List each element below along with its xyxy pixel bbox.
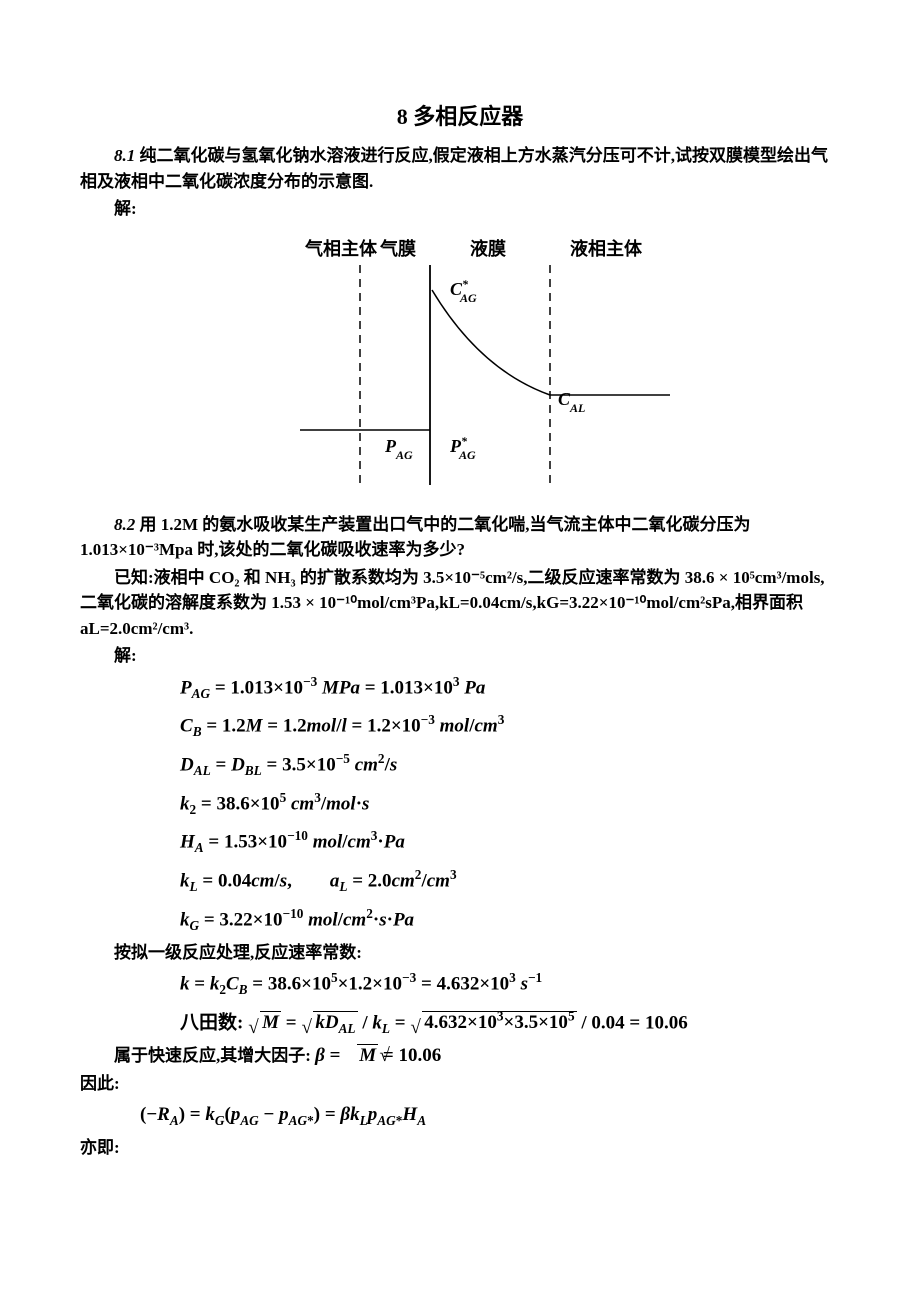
equations-block: PAG = 1.013×10−3 MPa = 1.013×103 Pa CB =… (180, 669, 840, 940)
svg-text:P*AG: P*AG (449, 434, 476, 462)
problem82-number: 8.2 (114, 515, 135, 534)
svg-text:PAG: PAG (384, 436, 413, 462)
svg-text:CAL: CAL (558, 389, 585, 415)
eq6: kL = 0.04cm/s, aL = 2.0cm2/cm3 (180, 862, 840, 901)
eq2: CB = 1.2M = 1.2mol/l = 1.2×10−3 mol/cm3 (180, 707, 840, 746)
liquid-bulk-label: 液相主体 (570, 238, 643, 259)
problem82-text-p1: 用 1.2M 的氨水吸收某生产装置出口气中的二氧化喘,当气流主体中二氧化碳分压为… (80, 515, 751, 560)
problem82-statement-p1: 8.2 用 1.2M 的氨水吸收某生产装置出口气中的二氧化喘,当气流主体中二氧化… (80, 512, 840, 563)
also-label: 亦即: (80, 1135, 840, 1161)
therefore-label: 因此: (80, 1071, 840, 1097)
eq1: PAG = 1.013×10−3 MPa = 1.013×103 Pa (180, 669, 840, 708)
chapter-title: 8 多相反应器 (80, 100, 840, 133)
svg-text:C*AG: C*AG (450, 277, 477, 305)
liquid-film-label: 液膜 (470, 238, 506, 259)
problem81-statement: 8.1 纯二氧化碳与氢氧化钠水溶液进行反应,假定液相上方水蒸汽分压可不计,试按双… (80, 143, 840, 194)
gas-bulk-label: 气相主体 (304, 238, 378, 259)
problem81-text: 纯二氧化碳与氢氧化钠水溶液进行反应,假定液相上方水蒸汽分压可不计,试按双膜模型绘… (80, 146, 828, 191)
eq7: kG = 3.22×10−10 mol/cm2·s·Pa (180, 901, 840, 940)
eq5: HA = 1.53×10−10 mol/cm3·Pa (180, 823, 840, 862)
pseudo-first-order-label: 按拟一级反应处理,反应速率常数: (80, 940, 840, 966)
two-film-diagram: 气相主体 气膜 液膜 液相主体 C*AG CAL PAG P*AG (80, 230, 840, 498)
eq10: (−RA) = kG(pAG − pAG*) = βkLpAG*HA (140, 1096, 840, 1134)
eq4: k2 = 38.6×105 cm3/mol·s (180, 785, 840, 824)
fast-reaction-label: 属于快速反应,其增大因子: β = √M = 10.06 (80, 1042, 840, 1071)
gas-film-label: 气膜 (379, 238, 416, 259)
equations-block2: k = k2CB = 38.6×105×1.2×10−3 = 4.632×103… (180, 965, 840, 1042)
problem81-solution-label: 解: (80, 196, 840, 222)
eq9: 八田数: √M = √kDAL / kL = √4.632×103×3.5×10… (180, 1004, 840, 1043)
problem82-statement-p2: 已知:液相中 CO₂ 和 NH₃ 的扩散系数均为 3.5×10⁻⁵cm²/s,二… (80, 565, 840, 642)
eq3: DAL = DBL = 3.5×10−5 cm2/s (180, 746, 840, 785)
eq8: k = k2CB = 38.6×105×1.2×10−3 = 4.632×103… (180, 965, 840, 1004)
problem82-solution-label: 解: (80, 643, 840, 669)
problem81-number: 8.1 (114, 146, 135, 165)
